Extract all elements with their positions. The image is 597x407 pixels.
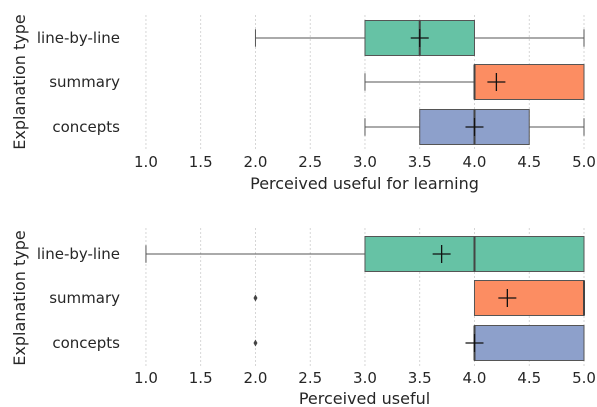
x-tick-label: 4.0 (463, 153, 487, 171)
box-concepts (253, 325, 585, 361)
outlier-point (253, 294, 258, 302)
x-tick-label: 1.5 (189, 369, 213, 387)
mean-marker (498, 289, 517, 307)
category-label: concepts (52, 334, 120, 352)
mean-marker (410, 29, 429, 47)
x-tick-label: 4.5 (517, 153, 541, 171)
category-label: summary (49, 73, 120, 91)
x-tick-label: 1.5 (189, 153, 213, 171)
x-tick-label: 4.5 (517, 369, 541, 387)
mean-marker (432, 245, 451, 263)
x-tick-label: 3.0 (353, 369, 377, 387)
iqr-box (473, 325, 585, 361)
x-tick-label: 5.0 (572, 369, 596, 387)
x-tick-label: 5.0 (572, 153, 596, 171)
box-line-by-line (254, 20, 585, 56)
x-tick-label: 2.0 (244, 369, 268, 387)
y-axis-label: Explanation type (10, 14, 29, 149)
mean-marker (465, 334, 484, 352)
x-axis-label: Perceived useful (299, 389, 430, 407)
box-summary (253, 280, 585, 316)
x-tick-label: 3.5 (408, 153, 432, 171)
chart-panel-2: 1.0 1.5 2.0 2.5 3.0 3.5 4.0 4.5 5.0 Perceived use… (10, 228, 596, 407)
x-axis-label: Perceived useful for learning (250, 174, 479, 193)
category-label: summary (49, 289, 120, 307)
mean-marker (465, 118, 484, 136)
category-label: line-by-line (37, 29, 120, 47)
outlier-point (253, 339, 258, 347)
x-tick-label: 1.0 (134, 153, 158, 171)
category-label: line-by-line (37, 245, 120, 263)
x-tick-label: 2.5 (298, 369, 322, 387)
chart-panel-1: 1.0 1.5 2.0 2.5 3.0 3.5 4.0 4.5 5.0 Perceived use… (10, 14, 596, 193)
category-label: concepts (52, 118, 120, 136)
box-line-by-line (145, 236, 585, 272)
box-concepts (364, 109, 585, 145)
x-tick-label: 3.0 (353, 153, 377, 171)
box-summary (364, 64, 585, 100)
x-tick-label: 2.5 (298, 153, 322, 171)
x-tick-label: 4.0 (463, 369, 487, 387)
x-tick-label: 1.0 (134, 369, 158, 387)
iqr-box (473, 280, 585, 316)
x-tick-label: 2.0 (244, 153, 268, 171)
x-tick-label: 3.5 (408, 369, 432, 387)
y-axis-label: Explanation type (10, 230, 29, 365)
mean-marker (487, 73, 506, 91)
